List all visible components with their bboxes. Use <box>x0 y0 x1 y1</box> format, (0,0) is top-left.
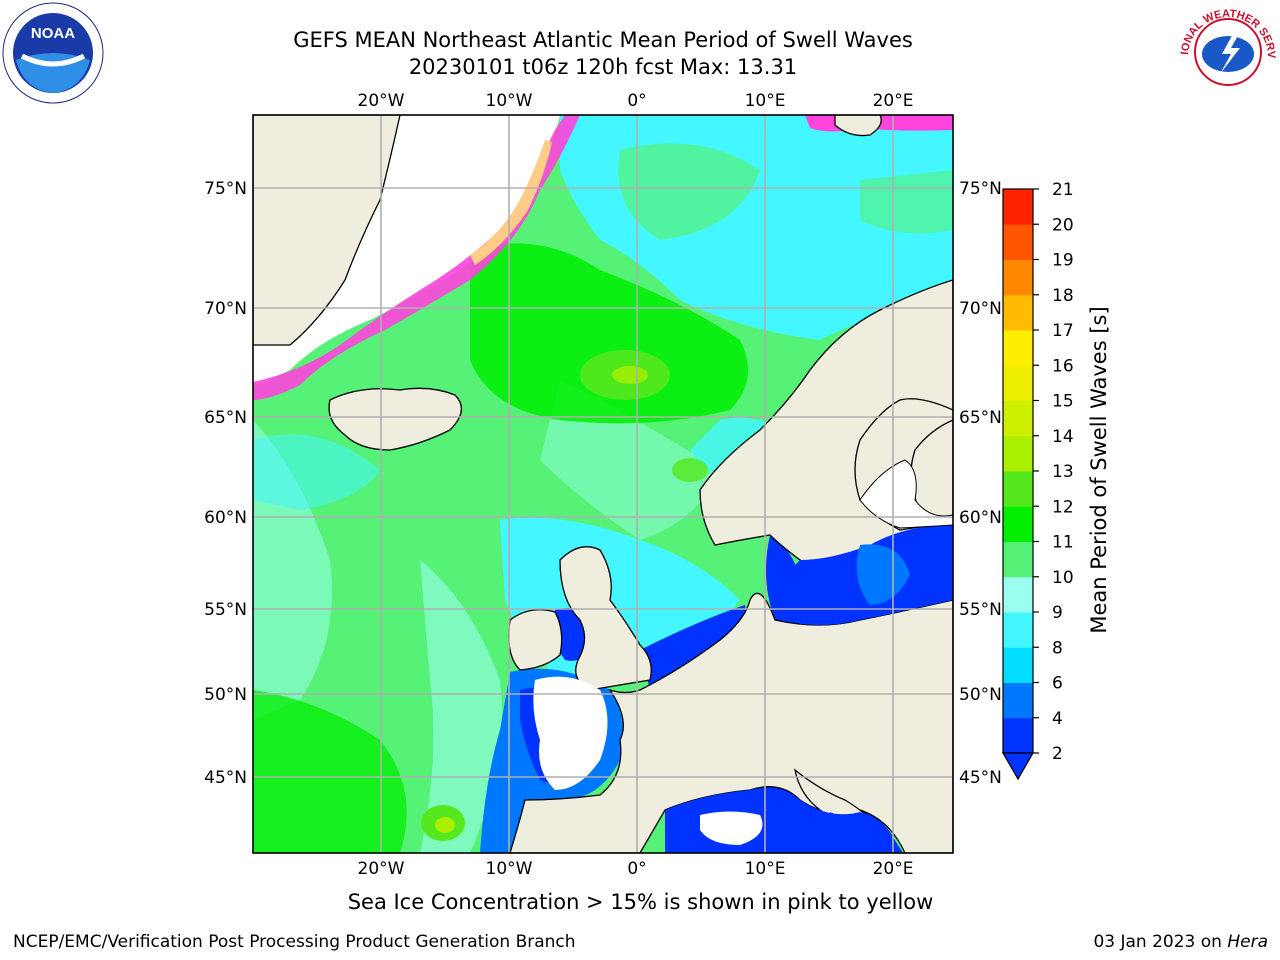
colorbar-tick-label: 19 <box>1052 251 1074 271</box>
lat-ticks-right: 75°N 70°N 65°N 60°N 55°N 50°N 45°N <box>959 179 1002 788</box>
colorbar-band <box>1003 294 1033 331</box>
colorbar-band <box>1003 717 1033 754</box>
colorbar-band <box>1003 682 1033 719</box>
lat-tick: 45°N <box>959 768 1002 788</box>
machine-name: Hera <box>1227 932 1268 952</box>
graticule <box>253 115 953 853</box>
colorbar-band <box>1003 330 1033 366</box>
colorbar-band <box>1003 576 1033 613</box>
noaa-logo: NOAA <box>2 2 104 104</box>
date-value: 03 Jan 2023 on <box>1093 932 1222 952</box>
colorbar-tick-label: 16 <box>1052 356 1074 376</box>
chart-subtitle: 20230101 t06z 120h fcst Max: 13.31 <box>408 55 798 79</box>
colorbar-tick-label: 13 <box>1052 462 1074 482</box>
colorbar-band <box>1003 435 1033 472</box>
colorbar-tick-label: 8 <box>1052 638 1063 658</box>
colorbar-tick-label: 11 <box>1052 533 1074 553</box>
lat-tick: 50°N <box>204 685 247 705</box>
lon-tick: 20°W <box>358 859 405 879</box>
chart-title: GEFS MEAN Northeast Atlantic Mean Period… <box>293 28 913 52</box>
lat-tick: 65°N <box>959 408 1002 428</box>
lon-tick: 20°E <box>873 859 914 879</box>
lon-ticks-bottom: 20°W 10°W 0° 10°E 20°E <box>358 859 914 879</box>
colorbar-band <box>1003 541 1033 578</box>
credit-text: NCEP/EMC/Verification Post Processing Pr… <box>13 932 576 952</box>
lat-tick: 75°N <box>204 179 247 199</box>
colorbar-tick-label: 6 <box>1052 674 1063 694</box>
colorbar-band <box>1003 612 1033 648</box>
lon-tick: 0° <box>627 91 646 111</box>
map-frame <box>252 114 954 854</box>
lon-tick: 10°E <box>745 91 786 111</box>
colorbar-tick-label: 20 <box>1052 215 1074 235</box>
colorbar-band <box>1003 259 1033 296</box>
lon-tick: 10°E <box>745 859 786 879</box>
colorbar-tick-label: 21 <box>1052 180 1074 200</box>
colorbar-band <box>1003 189 1033 225</box>
lat-tick: 65°N <box>204 408 247 428</box>
colorbar-extend-arrow <box>1001 752 1035 781</box>
colorbar-tick-label: 18 <box>1052 286 1074 306</box>
colorbar-band <box>1003 400 1033 437</box>
lon-tick: 10°W <box>486 91 533 111</box>
lon-tick: 20°W <box>358 91 405 111</box>
colorbar-band <box>1003 224 1033 260</box>
colorbar-tick-label: 4 <box>1052 709 1063 729</box>
noaa-logo-text: NOAA <box>31 25 75 42</box>
colorbar-band <box>1003 506 1033 542</box>
lat-tick: 75°N <box>959 179 1002 199</box>
lon-ticks-top: 20°W 10°W 0° 10°E 20°E <box>358 91 914 111</box>
land-masses <box>253 115 953 853</box>
colorbar-band <box>1003 647 1033 683</box>
lat-tick: 70°N <box>959 299 1002 319</box>
colorbar-tick-label: 17 <box>1052 321 1074 341</box>
colorbar-tick-label: 12 <box>1052 497 1074 517</box>
lat-tick: 70°N <box>204 299 247 319</box>
lat-tick: 55°N <box>204 600 247 620</box>
lon-tick: 0° <box>627 859 646 879</box>
colorbar: 2 4 6 8 9 10 11 12 13 14 15 16 17 18 19 20 21 <box>1001 180 1074 781</box>
colorbar-band <box>1003 365 1033 401</box>
sea-ice-footnote: Sea Ice Concentration > 15% is shown in … <box>347 890 934 914</box>
colorbar-tick-label: 10 <box>1052 568 1074 588</box>
colorbar-tick-label: 15 <box>1052 392 1074 412</box>
colorbar-tick-label: 9 <box>1052 603 1063 623</box>
colorbar-label: Mean Period of Swell Waves [s] <box>1087 306 1111 633</box>
lat-tick: 50°N <box>959 685 1002 705</box>
lat-tick: 60°N <box>959 508 1002 528</box>
lon-tick: 20°E <box>873 91 914 111</box>
colorbar-band <box>1003 471 1033 507</box>
date-text: 03 Jan 2023 on Hera <box>1093 932 1268 952</box>
colorbar-tick-label: 2 <box>1052 744 1063 764</box>
lat-ticks-left: 75°N 70°N 65°N 60°N 55°N 50°N 45°N <box>204 179 247 788</box>
lon-tick: 10°W <box>486 859 533 879</box>
nws-logo: NATIONAL WEATHER SERVICE <box>1178 2 1277 100</box>
lat-tick: 55°N <box>959 600 1002 620</box>
lat-tick: 60°N <box>204 508 247 528</box>
colorbar-tick-label: 14 <box>1052 427 1074 447</box>
lat-tick: 45°N <box>204 768 247 788</box>
